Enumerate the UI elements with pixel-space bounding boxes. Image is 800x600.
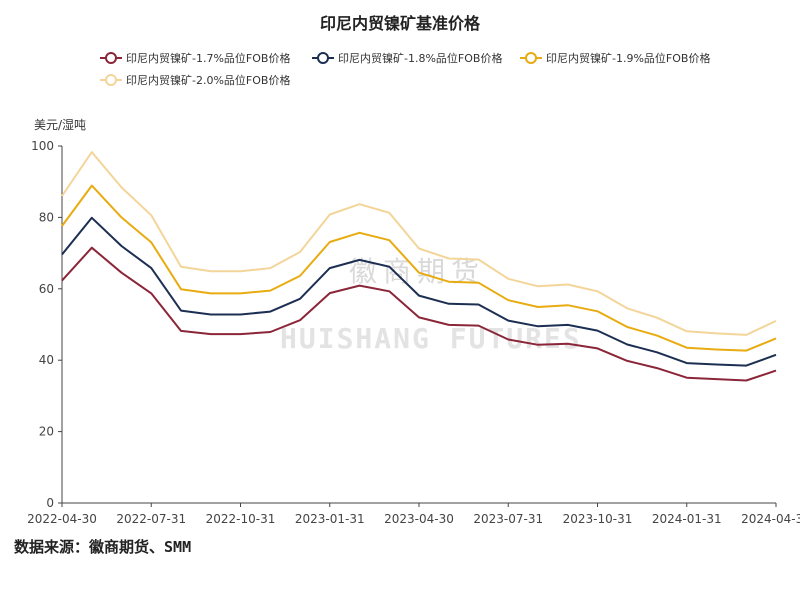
legend-label: 印尼内贸镍矿-2.0%品位FOB价格 [126,74,291,87]
x-tick-label: 2024-04-30 [741,512,800,526]
source-note: 数据来源：徽商期货、SMM [14,538,192,556]
legend-swatch-icon [100,51,122,65]
legend-label: 印尼内贸镍矿-1.8%品位FOB价格 [338,52,503,65]
legend-item[interactable]: 印尼内贸镍矿-1.9%品位FOB价格 [520,50,710,66]
x-tick-label: 2023-01-31 [295,512,365,526]
y-tick-label: 40 [39,353,54,367]
legend-item[interactable]: 印尼内贸镍矿-1.7%品位FOB价格 [100,50,290,66]
x-tick-label: 2023-10-31 [563,512,633,526]
legend-label: 印尼内贸镍矿-1.9%品位FOB价格 [546,52,711,65]
legend-swatch-icon [312,51,334,65]
y-tick-label: 0 [46,496,54,510]
y-tick-label: 80 [39,210,54,224]
legend-swatch-icon [100,73,122,87]
legend-item[interactable]: 印尼内贸镍矿-1.8%品位FOB价格 [312,50,502,66]
y-tick-label: 60 [39,282,54,296]
legend-label: 印尼内贸镍矿-1.7%品位FOB价格 [126,52,291,65]
legend-swatch-icon [520,51,542,65]
y-tick-label: 20 [39,425,54,439]
x-tick-label: 2022-07-31 [116,512,186,526]
x-tick-label: 2023-04-30 [384,512,454,526]
x-tick-label: 2022-04-30 [27,512,97,526]
series-line [61,151,777,336]
x-tick-label: 2022-10-31 [206,512,276,526]
series-line [61,246,777,382]
x-tick-label: 2023-07-31 [473,512,543,526]
y-tick-label: 100 [31,139,54,153]
series-line [61,216,777,367]
legend-item[interactable]: 印尼内贸镍矿-2.0%品位FOB价格 [100,72,290,88]
x-tick-label: 2024-01-31 [652,512,722,526]
series-line [61,184,777,352]
chart-title: 印尼内贸镍矿基准价格 [319,14,480,33]
watermark-en: HUISHANG FUTURES [280,322,582,355]
y-axis-unit: 美元/湿吨 [34,118,87,132]
